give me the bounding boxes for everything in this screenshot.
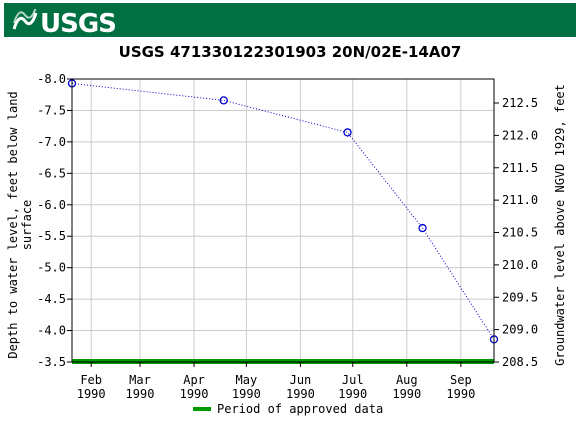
y-left-tick-label: -7.5 — [37, 103, 66, 117]
grid-layer — [72, 78, 494, 363]
y-left-tick-label: -8.0 — [37, 72, 66, 86]
x-tick-label-year: 1990 — [77, 387, 106, 401]
series-line — [71, 82, 495, 340]
usgs-logo-icon — [12, 9, 38, 30]
y-axis-right-label: Groundwater level above NGVD 1929, feet — [553, 84, 567, 366]
x-tick-label-year: 1990 — [126, 387, 155, 401]
x-tick-label-month: Mar — [129, 373, 151, 387]
y-right-tick-label: 211.5 — [502, 161, 538, 175]
x-tick-label-month: Sep — [450, 373, 472, 387]
x-tick-label-month: Aug — [396, 373, 418, 387]
y-axis-right: 212.5 212.0 211.5 211.0 210.5 210.0 209.5 209.0… — [494, 96, 538, 369]
legend-swatch-approved — [193, 407, 211, 411]
series-layer — [67, 79, 499, 344]
x-tick-label-year: 1990 — [446, 387, 475, 401]
y-right-tick-label: 209.0 — [502, 323, 538, 337]
chart-title: USGS 471330122301903 20N/02E-14A07 — [118, 43, 462, 61]
y-right-tick-label: 212.5 — [502, 96, 538, 110]
data-point — [418, 223, 427, 233]
y-right-tick-label: 210.0 — [502, 258, 538, 272]
x-tick-label-year: 1990 — [180, 387, 209, 401]
x-tick-label-month: Apr — [183, 373, 205, 387]
y-left-tick-label: -5.5 — [37, 229, 66, 243]
y-left-tick-label: -5.0 — [37, 261, 66, 275]
y-right-tick-label: 212.0 — [502, 128, 538, 142]
y-axis-left: -8.0 -7.5 -7.0 -6.5 -6.0 -5.5 -5.0 -4.5 -4.0 -3.5 — [37, 72, 72, 369]
x-tick-label-year: 1990 — [232, 387, 261, 401]
y-left-tick-label: -3.5 — [37, 355, 66, 369]
legend: Period of approved data — [193, 402, 383, 416]
legend-label-approved: Period of approved data — [217, 402, 384, 416]
y-right-tick-label: 208.5 — [502, 355, 538, 369]
y-left-tick-label: -6.5 — [37, 166, 66, 180]
x-tick-label-year: 1990 — [286, 387, 315, 401]
x-axis: Feb1990Mar1990Apr1990May1990Jun1990Jul19… — [77, 362, 475, 401]
y-left-tick-label: -4.0 — [37, 324, 66, 338]
y-left-tick-label: -7.0 — [37, 135, 66, 149]
x-tick-label-month: Jun — [290, 373, 312, 387]
x-tick-label-month: May — [236, 373, 258, 387]
y-left-tick-label: -4.5 — [37, 292, 66, 306]
usgs-header-bar: USGS — [4, 3, 576, 39]
usgs-logo-text: USGS — [40, 9, 117, 39]
y-left-tick-label: -6.0 — [37, 198, 66, 212]
x-tick-label-year: 1990 — [338, 387, 367, 401]
y-right-tick-label: 209.5 — [502, 290, 538, 304]
plot-frame — [71, 78, 495, 363]
y-axis-left-label: Depth to water level, feet below land su… — [6, 91, 34, 359]
x-tick-label-month: Feb — [80, 373, 102, 387]
data-point — [219, 96, 228, 105]
x-tick-label-month: Jul — [342, 373, 364, 387]
y-right-tick-label: 210.5 — [502, 226, 538, 240]
data-point — [343, 128, 352, 137]
y-right-tick-label: 211.0 — [502, 193, 538, 207]
x-tick-label-year: 1990 — [392, 387, 421, 401]
